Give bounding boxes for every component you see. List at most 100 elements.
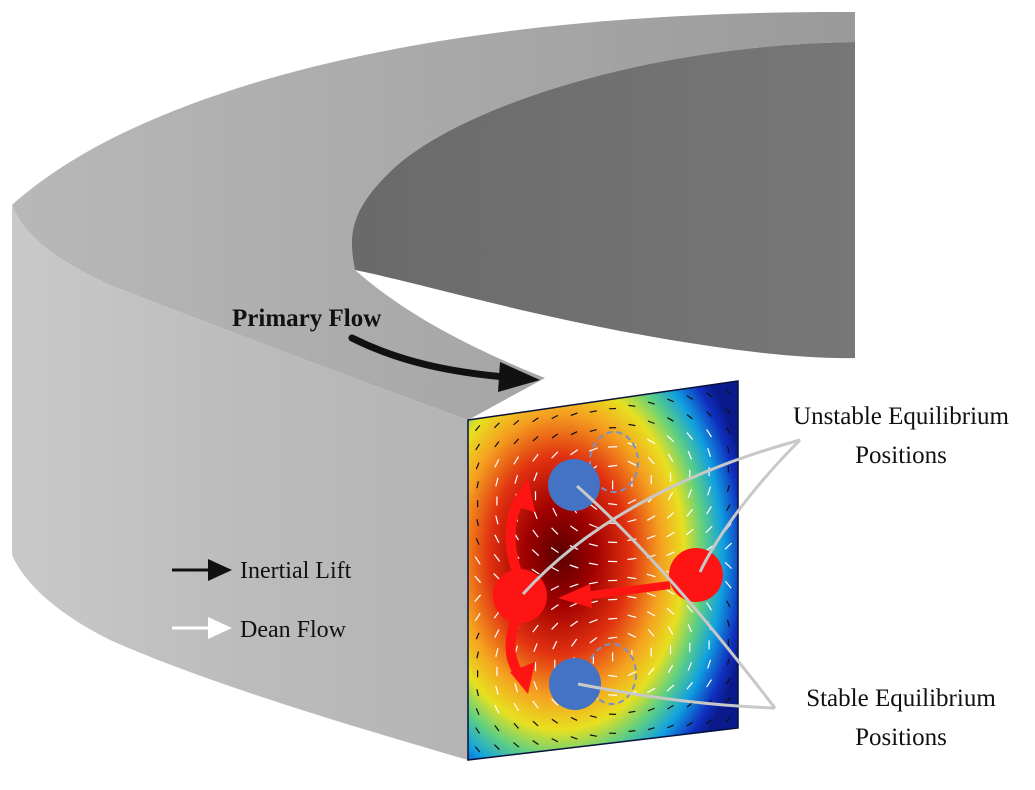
inertial-lift-vector (513, 742, 520, 748)
pointer-stable-bottom (577, 682, 776, 710)
dean-flow-vector (513, 456, 520, 465)
dean-flow-vector (514, 474, 519, 484)
dean-flow-vector (608, 464, 618, 468)
dean-flow-vector (627, 614, 637, 618)
inertial-lift-vector (475, 462, 480, 470)
inertial-lift-vector (570, 431, 578, 436)
dean-flow-vector (531, 568, 540, 575)
dean-flow-vector (707, 448, 712, 457)
dean-flow-vector (531, 549, 540, 557)
dean-flow-vector (550, 604, 559, 611)
pointer-lines (521, 438, 802, 710)
inertial-lift-vector (628, 710, 636, 714)
legend-dean-label: Dean Flow (240, 617, 347, 643)
dean-flow-vector (686, 681, 694, 690)
inertial-lift-vector (474, 425, 481, 432)
dean-flow-vector (493, 573, 501, 581)
migration-arrow-left (584, 581, 671, 600)
legend (172, 559, 232, 639)
dean-flow-vector (495, 477, 499, 487)
inertial-lift-vector (513, 419, 520, 426)
dean-flow-vector (551, 527, 559, 535)
cross-section (467, 380, 739, 761)
pointer-unstable-right (698, 438, 802, 573)
dean-flow-vector (588, 447, 598, 452)
dean-flow-vector (571, 638, 578, 647)
dean-flow-vector (706, 429, 713, 438)
dean-flow-vector (646, 535, 656, 540)
inertial-lift-vector (725, 408, 732, 415)
dean-flow-vector (666, 607, 675, 615)
stable-position-bottom (549, 658, 601, 710)
dean-flow-vector (667, 492, 674, 501)
inertial-lift-vector (589, 429, 597, 432)
dean-flow-vector (627, 518, 637, 523)
dean-flow-vector (552, 507, 558, 517)
dean-flow-vector (494, 629, 500, 638)
inertial-lift-vector (551, 414, 559, 420)
dean-flow-vector (706, 506, 713, 515)
dean-flow-vector (494, 704, 500, 714)
inertial-lift-vector (532, 740, 539, 745)
inertial-lift-vector (570, 412, 578, 416)
dean-flow-vector (551, 698, 559, 706)
inertial-lift-vector (647, 707, 655, 712)
inertial-lift-vector (706, 411, 712, 417)
inertial-lift-vector (667, 704, 674, 710)
dean-flow-vector (570, 620, 579, 627)
dean-flow-vector (494, 534, 500, 544)
inertial-lift-vector (667, 398, 674, 403)
dean-flow-vector (647, 629, 655, 637)
inertial-lift-vector (589, 410, 597, 413)
dean-flow-vector (724, 542, 733, 550)
dean-flow-vector (627, 557, 637, 561)
inertial-lift-vector (532, 720, 539, 727)
dean-flow-vector (647, 667, 655, 676)
inertial-lift-vector (476, 651, 479, 659)
inertial-lift-vector (726, 677, 731, 685)
channel-top-face (12, 11, 855, 421)
dean-flow-vector (666, 531, 675, 538)
dean-flow-vector (532, 453, 539, 462)
inertial-lift-vector (647, 401, 655, 405)
inertial-lift-vector (475, 632, 480, 640)
inertial-lift-vector (493, 744, 500, 751)
dean-flow-vector (667, 453, 674, 463)
pointer-stable-top (576, 484, 777, 709)
inertial-lift-vector (494, 441, 500, 448)
cross-section-edge (467, 380, 739, 761)
inertial-lift-vector (628, 423, 636, 427)
dean-flow-vector (608, 674, 618, 678)
dean-flow-vector (533, 510, 538, 520)
dean-flow-vector (608, 446, 618, 448)
dean-flow-vector (687, 489, 693, 499)
dean-flow-vector (474, 556, 481, 565)
unstable-label-line2: Positions (855, 442, 947, 469)
inertial-lift-vector (686, 702, 693, 708)
primary-flow-arrowhead (498, 362, 540, 392)
dean-flow-vector (550, 566, 560, 572)
legend-inertial-label: Inertial Lift (240, 558, 352, 584)
dean-flow-vector (532, 700, 539, 709)
stable-label-line1: Stable Equilibrium (806, 685, 996, 712)
dean-flow-vector (667, 664, 674, 674)
dean-flow-vector (608, 503, 618, 506)
primary-flow-arrow (348, 334, 509, 381)
dean-flow-vector (533, 472, 538, 482)
dean-flow-vector (533, 643, 538, 653)
dean-flow-vector (667, 626, 674, 635)
dean-flow-vector (647, 687, 656, 694)
dean-flow-vector (532, 624, 539, 633)
inertial-lift-vector (705, 392, 713, 398)
dean-flow-vector (666, 511, 675, 519)
dean-flow-vector (551, 451, 559, 459)
dean-flow-vector (685, 528, 694, 536)
dean-flow-vector (608, 694, 618, 696)
inertial-lift-vector (589, 715, 597, 718)
dean-flow-vector (666, 435, 675, 443)
migration-arrow-up-head (510, 478, 535, 512)
dean-flow-vector (589, 503, 598, 510)
dean-flow-vector (514, 683, 519, 693)
dean-flow-vector (706, 602, 713, 611)
